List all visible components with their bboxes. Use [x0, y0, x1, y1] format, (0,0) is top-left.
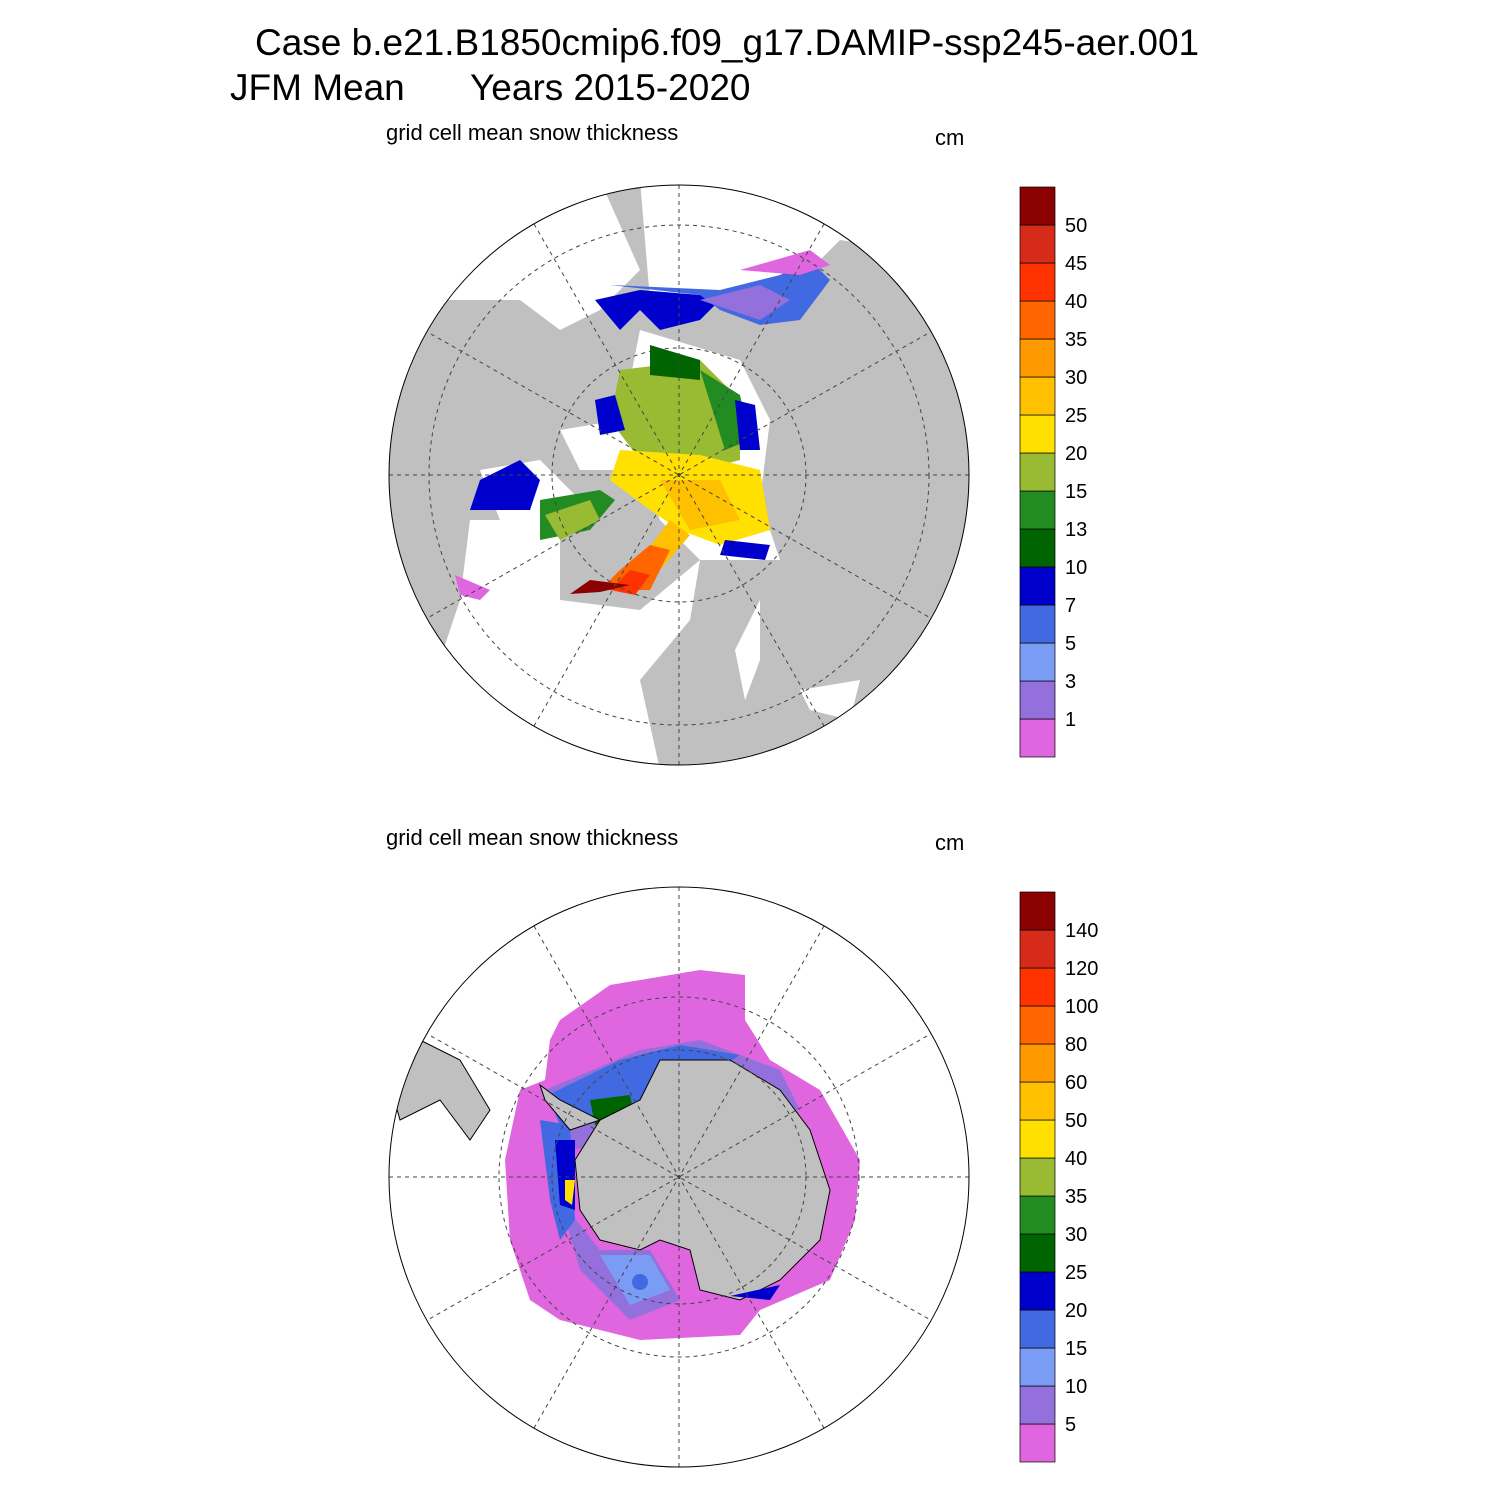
colorbar-box	[1019, 1195, 1056, 1235]
colorbar-label: 120	[1065, 958, 1098, 980]
colorbar-box	[1019, 1157, 1056, 1197]
colorbar-box	[1019, 490, 1056, 530]
colorbar-box	[1019, 1005, 1056, 1045]
antarctic-panel	[388, 886, 970, 1468]
colorbar-label: 20	[1065, 1300, 1087, 1322]
colorbar-box	[1019, 680, 1056, 720]
colorbar-box	[1019, 1043, 1056, 1083]
colorbar-label: 35	[1065, 1186, 1087, 1208]
season-title: JFM Mean	[230, 67, 405, 108]
colorbar-box	[1019, 262, 1056, 302]
colorbar-label: 1	[1065, 709, 1076, 731]
units-label: cm	[935, 830, 964, 855]
colorbar-label: 25	[1065, 1262, 1087, 1284]
panel-subtitle: grid cell mean snow thickness	[386, 825, 678, 850]
colorbar-box	[1019, 452, 1056, 492]
colorbar-box	[1019, 300, 1056, 340]
colorbar-label: 7	[1065, 595, 1076, 617]
colorbar-box	[1019, 1271, 1056, 1311]
years-title: Years 2015-2020	[470, 67, 750, 108]
colorbar-box	[1019, 1385, 1056, 1425]
colorbar-label: 10	[1065, 557, 1087, 579]
colorbar-label: 45	[1065, 253, 1087, 275]
colorbar-label: 50	[1065, 215, 1087, 237]
colorbar-label: 100	[1065, 996, 1098, 1018]
arctic-panel	[388, 184, 970, 766]
colorbar-box	[1019, 566, 1056, 606]
colorbar-label: 3	[1065, 671, 1076, 693]
colorbar-box	[1019, 891, 1056, 931]
colorbar-box	[1019, 642, 1056, 682]
colorbar-box	[1019, 1081, 1056, 1121]
colorbar-label: 40	[1065, 1148, 1087, 1170]
colorbar-label: 15	[1065, 481, 1087, 503]
colorbar-label: 30	[1065, 367, 1087, 389]
colorbar-label: 30	[1065, 1224, 1087, 1246]
colorbar-box	[1019, 224, 1056, 264]
units-label: cm	[935, 125, 964, 150]
colorbar-box	[1019, 376, 1056, 416]
arctic-map	[389, 185, 969, 765]
colorbar-label: 80	[1065, 1034, 1087, 1056]
colorbar-label: 50	[1065, 1110, 1087, 1132]
colorbar-box	[1019, 929, 1056, 969]
colorbar-label: 5	[1065, 633, 1076, 655]
colorbar-label: 25	[1065, 405, 1087, 427]
antarctic-map	[389, 887, 969, 1467]
colorbar-box	[1019, 338, 1056, 378]
colorbar-box	[1019, 1309, 1056, 1349]
colorbar-label: 13	[1065, 519, 1087, 541]
colorbar-box	[1019, 528, 1056, 568]
colorbar-label: 20	[1065, 443, 1087, 465]
colorbar-box	[1019, 604, 1056, 644]
colorbar-label: 140	[1065, 920, 1098, 942]
colorbar-label: 40	[1065, 291, 1087, 313]
colorbar-box	[1019, 967, 1056, 1007]
colorbar-box	[1019, 414, 1056, 454]
panel-subtitle: grid cell mean snow thickness	[386, 120, 678, 145]
colorbar-box	[1019, 1423, 1056, 1463]
case-title: Case b.e21.B1850cmip6.f09_g17.DAMIP-ssp2…	[255, 22, 1199, 63]
colorbar-box	[1019, 1347, 1056, 1387]
colorbar-box	[1019, 186, 1056, 226]
colorbar-box	[1019, 1233, 1056, 1273]
colorbar-label: 35	[1065, 329, 1087, 351]
colorbar-label: 15	[1065, 1338, 1087, 1360]
colorbar-label: 10	[1065, 1376, 1087, 1398]
colorbar-label: 60	[1065, 1072, 1087, 1094]
colorbar-label: 5	[1065, 1414, 1076, 1436]
colorbar-box	[1019, 1119, 1056, 1159]
colorbar-box	[1019, 718, 1056, 758]
